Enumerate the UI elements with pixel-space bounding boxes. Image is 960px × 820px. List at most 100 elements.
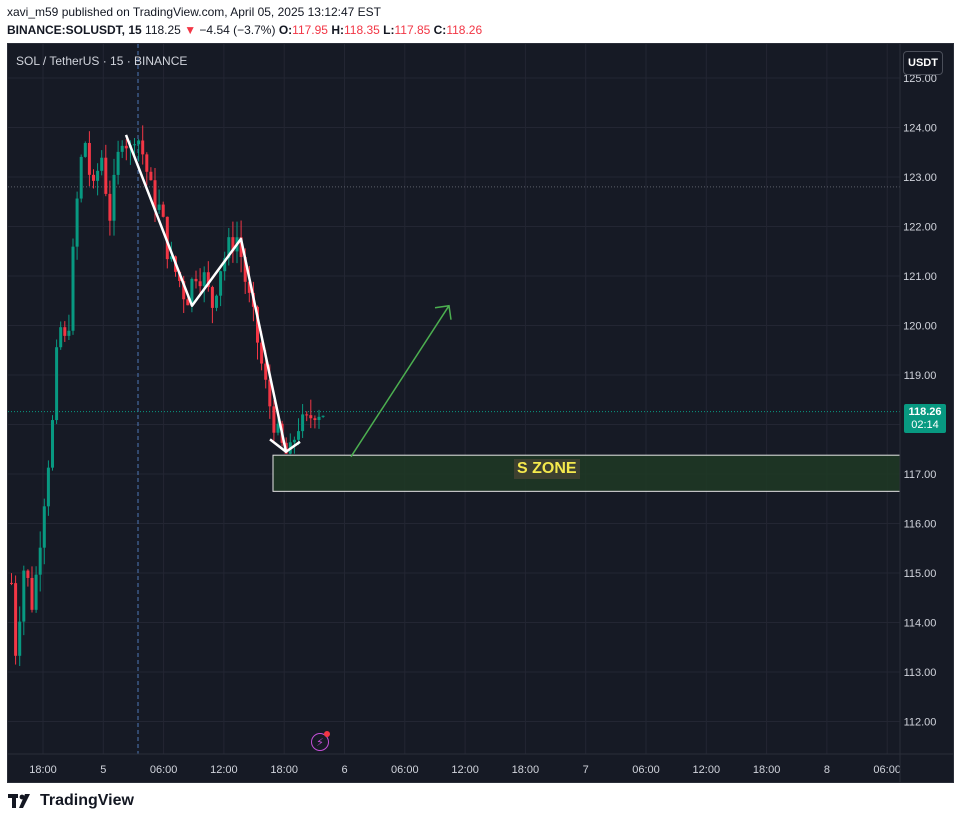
low-label: L: [383, 23, 395, 37]
support-zone-rect [272, 454, 901, 492]
candle-body [137, 140, 141, 145]
candle-body [186, 299, 190, 306]
candle-body [309, 415, 313, 419]
candle-body [161, 204, 165, 217]
candle-body [112, 174, 116, 221]
candle-body [149, 171, 153, 181]
y-tick-label: 117.00 [904, 469, 937, 481]
projection-arrow-head [434, 304, 452, 320]
candle-body [34, 574, 38, 610]
candle-body [264, 363, 268, 380]
x-tick-label: 18:00 [512, 764, 540, 776]
candle-body [206, 272, 210, 288]
y-tick-label: 112.00 [904, 717, 937, 729]
close-value: 118.26 [446, 23, 483, 37]
candle-body [100, 157, 104, 171]
candle-body [46, 467, 50, 507]
candle-body [321, 415, 325, 417]
candles [10, 125, 325, 667]
candle-body [124, 145, 128, 149]
candle-body [14, 583, 18, 656]
candle-body [79, 156, 83, 199]
y-tick-label: 114.00 [904, 618, 937, 630]
x-tick-label: 5 [100, 764, 106, 776]
candle-body [305, 414, 309, 416]
last-price-value: 118.26 [908, 405, 942, 418]
candle-body [272, 406, 276, 433]
candle-body [22, 570, 26, 622]
x-tick-label: 18:00 [270, 764, 298, 776]
tradingview-logo: TradingView [8, 792, 134, 810]
candle-body [141, 140, 145, 155]
change-text: −4.54 (−3.7%) [199, 23, 276, 37]
candle-body [59, 327, 63, 348]
symbol-ohlc-line: BINANCE:SOLUSDT, 15 118.25 ▼ −4.54 (−3.7… [7, 23, 482, 37]
chart-canvas[interactable]: 112.00 113.00 114.00 115.00 116.00 117.00 118.… [8, 44, 953, 782]
pattern-tail-line [269, 438, 287, 453]
y-tick-label: 124.00 [903, 123, 937, 135]
currency-button[interactable]: USDT [903, 51, 943, 75]
candle-body [313, 418, 317, 420]
candle-body [198, 281, 202, 287]
x-tick-label: 06:00 [873, 764, 901, 776]
candle-body [51, 420, 54, 468]
candle-body [87, 142, 91, 175]
candle-body [153, 180, 157, 210]
symbol-name: BINANCE:SOLUSDT, 15 [7, 23, 142, 37]
high-value: 118.35 [344, 23, 380, 37]
projection-arrow-shaft [350, 305, 450, 458]
candle-body [268, 379, 272, 407]
candle-body [92, 174, 95, 181]
y-tick-label: 123.00 [903, 172, 937, 184]
candle-body [104, 157, 108, 194]
change-arrow-icon: ▼ [184, 23, 197, 37]
tv-logo-icon [8, 794, 30, 808]
lightning-alert-icon[interactable]: ⚡ [311, 733, 329, 751]
candle-body [157, 204, 161, 210]
candle-body [239, 237, 243, 257]
candle-body [260, 342, 264, 364]
zigzag-pattern-line [124, 134, 301, 453]
candle-body [297, 431, 300, 440]
pattern-drawing [124, 134, 301, 453]
chart-panel[interactable]: 112.00 113.00 114.00 115.00 116.00 117.00 118.… [7, 43, 954, 783]
candle-body [190, 278, 194, 306]
open-label: O: [278, 23, 293, 37]
x-tick-label: 06:00 [632, 764, 660, 776]
x-tick-label: 8 [824, 764, 830, 776]
candle-body [223, 258, 227, 272]
candle-body [165, 216, 169, 260]
candle-body [10, 582, 13, 584]
candle-body [38, 547, 42, 575]
s-zone-label: S ZONE [514, 459, 580, 479]
candle-body [202, 272, 206, 287]
x-tick-label: 06:00 [150, 764, 178, 776]
candle-body [317, 416, 321, 420]
tv-logo-text: TradingView [40, 792, 134, 809]
axes: 112.00 113.00 114.00 115.00 116.00 117.00 118.… [8, 44, 953, 782]
y-tick-label: 113.00 [904, 667, 937, 679]
candle-body [227, 237, 231, 259]
y-tick-label: 122.00 [903, 222, 937, 234]
y-tick-label: 125.00 [903, 73, 937, 85]
candle-body [71, 246, 75, 331]
x-tick-label: 18:00 [29, 764, 57, 776]
candle-body [120, 145, 124, 152]
publish-info: xavi_m59 published on TradingView.com, A… [7, 5, 382, 19]
last-price-text: 118.25 [145, 23, 181, 37]
x-tick-label: 06:00 [391, 764, 419, 776]
bar-countdown: 02:14 [911, 418, 939, 431]
candle-body [276, 423, 280, 433]
high-label: H: [331, 23, 344, 37]
candle-body [215, 295, 218, 308]
candle-body [108, 193, 112, 221]
y-tick-label: 119.00 [904, 370, 937, 382]
candle-body [116, 151, 120, 175]
chart-legend: SOL / TetherUS · 15 · BINANCE [16, 54, 188, 68]
candle-body [63, 327, 67, 336]
candle-body [30, 577, 34, 610]
x-tick-label: 7 [583, 764, 589, 776]
y-tick-label: 121.00 [903, 271, 937, 283]
close-label: C: [433, 23, 447, 37]
grid-lines [8, 44, 900, 754]
